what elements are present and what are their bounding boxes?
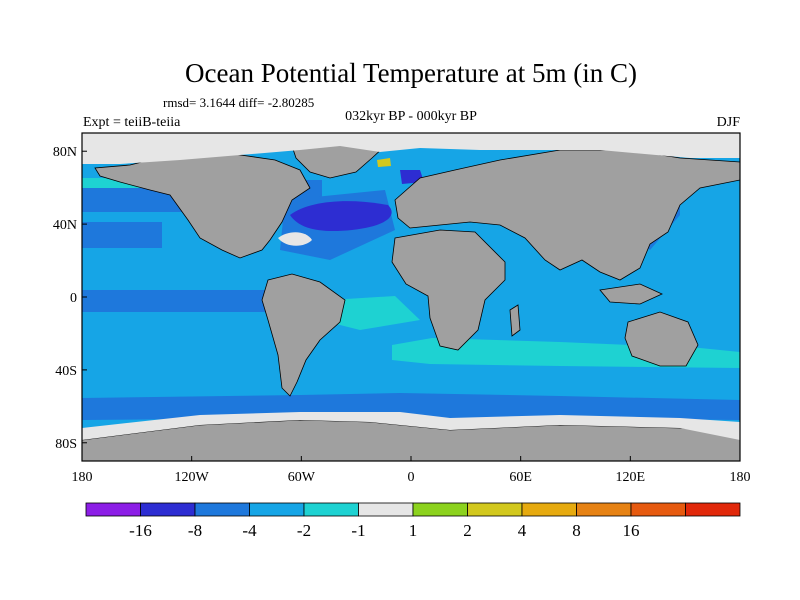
lon-tick-label: 180 xyxy=(730,470,751,485)
period-label: 032kyr BP - 000kyr BP xyxy=(345,109,477,124)
lat-tick-label: 40N xyxy=(53,218,77,233)
colorbar-label: 16 xyxy=(623,521,640,540)
colorbar-label: -1 xyxy=(351,521,365,540)
map-plot-area xyxy=(82,133,740,461)
colorbar-label: 4 xyxy=(518,521,527,540)
lat-tick-label: 40S xyxy=(55,364,77,379)
colorbar-swatch xyxy=(249,502,305,517)
longitude-axis: 180 120W 60W 0 60E 120E 180 xyxy=(72,456,751,485)
south-america-land xyxy=(261,273,346,397)
lon-tick-label: 60W xyxy=(288,470,316,485)
north-atlantic-strong-cold xyxy=(290,201,392,232)
lat-tick-label: 80S xyxy=(55,437,77,452)
maritime-continent-land xyxy=(599,283,663,305)
north-pacific-cold-band-south xyxy=(82,222,162,248)
madagascar-land xyxy=(509,304,521,337)
colorbar-swatch xyxy=(685,502,741,517)
australia-land xyxy=(624,311,699,367)
colorbar xyxy=(85,502,741,517)
stats-label: rmsd= 3.1644 diff= -2.80285 xyxy=(163,95,314,110)
colorbar-swatch xyxy=(358,502,414,517)
lon-tick-label: 180 xyxy=(72,470,93,485)
colorbar-label: 2 xyxy=(463,521,472,540)
lon-tick-label: 0 xyxy=(408,470,415,485)
equatorial-pacific-band xyxy=(82,290,322,312)
landmasses xyxy=(82,133,740,461)
sea-ice xyxy=(82,133,740,440)
southern-ocean-cold-band xyxy=(82,393,740,420)
warm-anomaly-patch xyxy=(377,158,391,167)
colorbar-swatch xyxy=(412,502,468,517)
colorbar-swatch xyxy=(576,502,632,517)
north-america-land xyxy=(94,151,311,259)
arctic-sea-ice xyxy=(82,133,740,164)
colorbar-swatch xyxy=(303,502,359,517)
antarctic-sea-ice xyxy=(82,412,740,440)
lon-tick-label: 120W xyxy=(175,470,210,485)
north-atlantic-ice-patch xyxy=(278,232,312,246)
colorbar-labels: -16 -8 -4 -2 -1 1 2 4 8 16 xyxy=(129,521,639,540)
lon-tick-label: 120E xyxy=(616,470,646,485)
colorbar-label: 8 xyxy=(572,521,581,540)
season-label: DJF xyxy=(717,115,741,130)
colorbar-swatch xyxy=(85,502,141,517)
lat-tick-label: 0 xyxy=(70,291,77,306)
latitude-axis: 80N 40N 0 40S 80S xyxy=(53,145,87,452)
lat-tick-label: 80N xyxy=(53,145,77,160)
colorbar-label: -8 xyxy=(188,521,202,540)
africa-land xyxy=(391,229,506,351)
colorbar-swatch xyxy=(194,502,250,517)
colorbar-label: -16 xyxy=(129,521,152,540)
colorbar-swatch xyxy=(140,502,196,517)
colorbar-label: -2 xyxy=(297,521,311,540)
lon-tick-label: 60E xyxy=(509,470,532,485)
map-title: Ocean Potential Temperature at 5m (in C) xyxy=(185,58,637,88)
colorbar-swatch xyxy=(630,502,686,517)
colorbar-swatch xyxy=(521,502,577,517)
colorbar-swatch xyxy=(467,502,523,517)
colorbar-label: -4 xyxy=(242,521,257,540)
experiment-label: Expt = teiiB-teiia xyxy=(83,115,181,130)
south-atlantic-light-patch xyxy=(320,296,420,330)
colorbar-label: 1 xyxy=(409,521,418,540)
